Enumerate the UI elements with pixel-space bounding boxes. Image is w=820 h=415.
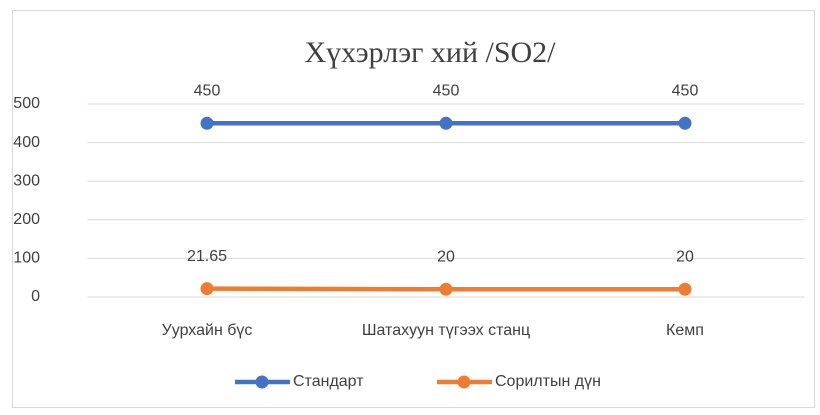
data-label: 21.65 [187,248,227,265]
data-label: 450 [433,83,460,100]
y-tick-label: 500 [13,95,40,112]
y-tick-label: 300 [13,172,40,189]
data-point [200,116,214,130]
data-label: 20 [437,248,455,265]
data-point [678,282,692,296]
data-point [439,282,453,296]
y-tick-label: 200 [13,211,40,228]
y-tick-label: 400 [13,134,40,151]
data-label: 20 [676,248,694,265]
data-point [200,282,214,296]
x-tick-label: Шатахуун түгээх станц [362,322,530,339]
chart-title: Хүхэрлэг хий /SO2/ [304,36,556,69]
data-label: 450 [672,83,699,100]
y-tick-label: 100 [13,250,40,267]
legend-marker [457,375,471,389]
data-point [678,116,692,130]
chart-border [12,10,815,408]
x-tick-label: Кемп [666,322,704,339]
data-point [439,116,453,130]
legend-label: Стандарт [293,373,364,390]
y-tick-label: 0 [31,288,40,305]
data-label: 450 [194,83,221,100]
x-tick-label: Уурхайн бүс [162,322,253,339]
legend-marker [255,375,269,389]
legend-label: Сорилтын дүн [495,373,601,390]
